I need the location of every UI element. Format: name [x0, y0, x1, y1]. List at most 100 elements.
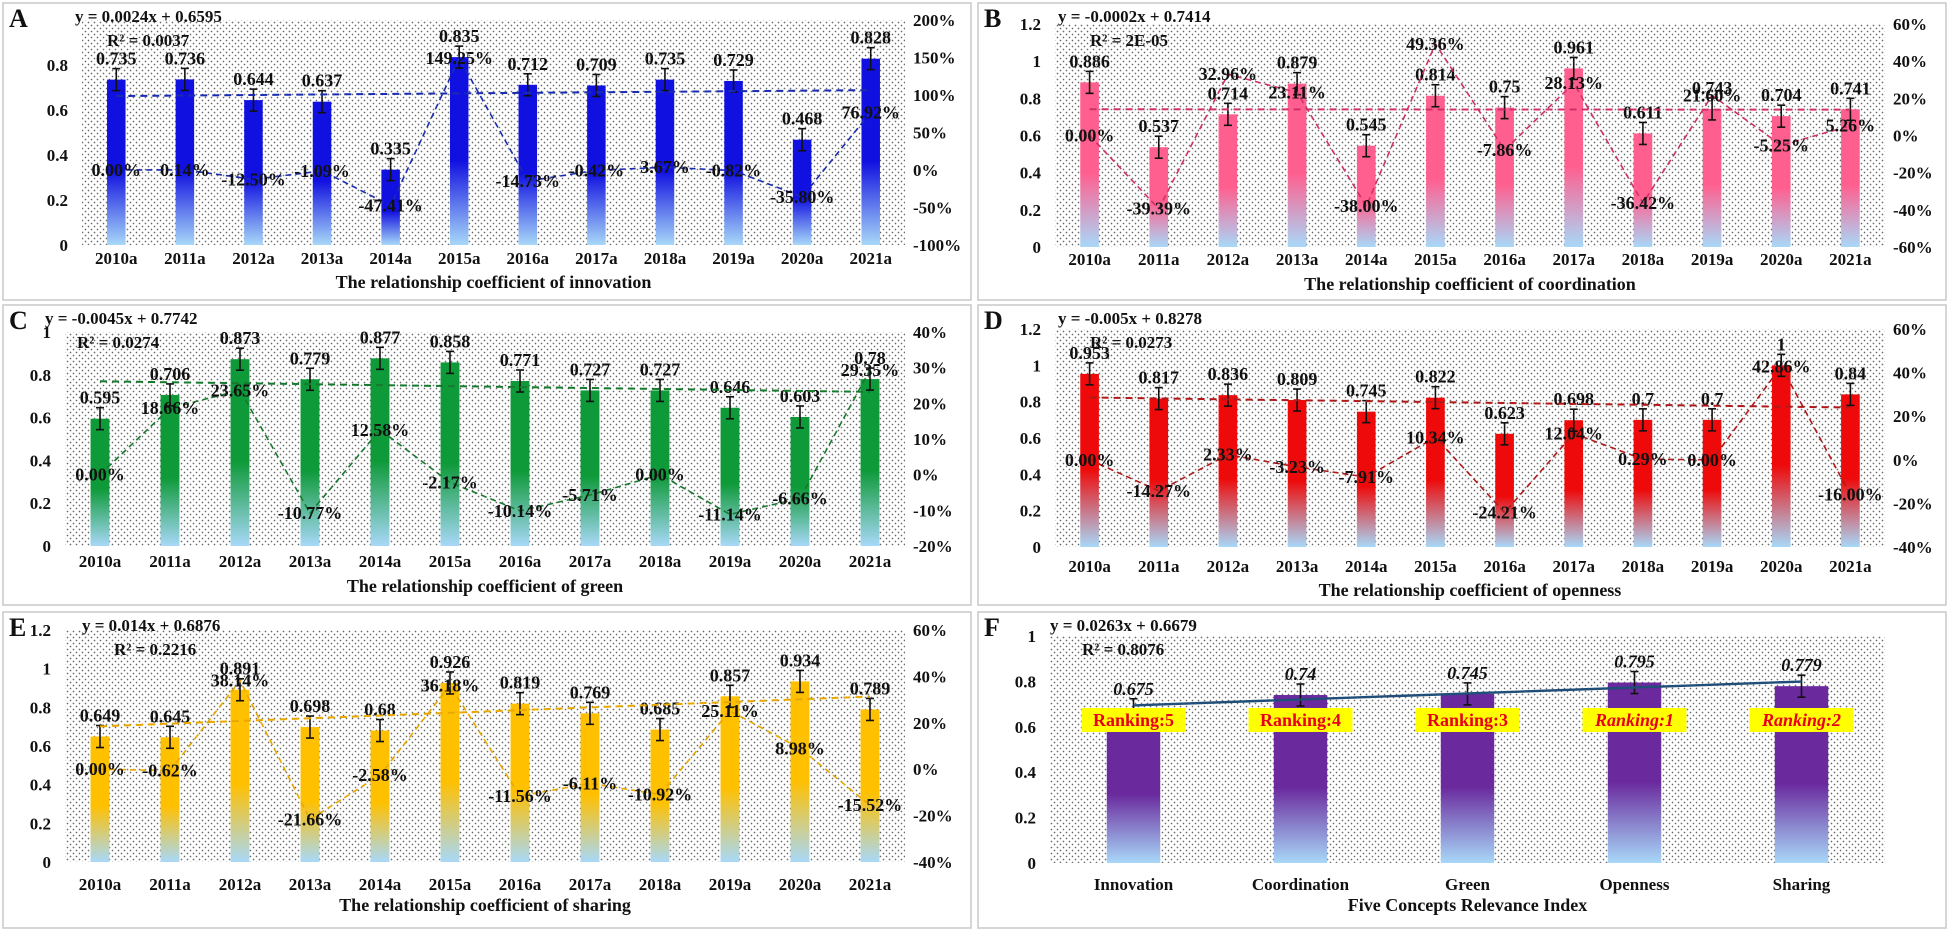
growth-rate-label: 36.18%	[421, 675, 480, 695]
growth-rate-label: 2.33%	[1203, 445, 1253, 465]
y2-tick-label: 0%	[1893, 127, 1919, 146]
x-tick-label: Green	[1445, 875, 1491, 894]
y-tick-label: 1	[1028, 627, 1037, 646]
x-tick-label: 2020a	[781, 249, 824, 268]
y-tick-label: 0.4	[47, 146, 69, 165]
value-label: 0.828	[850, 28, 891, 48]
y-tick-label: 1	[43, 323, 52, 342]
y2-tick-label: 40%	[913, 323, 947, 342]
value-label: 1	[1777, 334, 1786, 354]
panel-letter: C	[9, 306, 28, 335]
value-label: 0.817	[1139, 368, 1180, 388]
growth-rate-label: 25.11%	[701, 701, 759, 721]
growth-rate-label: 0.00%	[1687, 450, 1737, 470]
x-tick-label: 2019a	[709, 552, 752, 571]
value-label: 0.709	[576, 54, 617, 74]
x-tick-label: 2019a	[1691, 250, 1734, 269]
trend-line	[1133, 680, 1802, 707]
growth-rate-label: 32.96%	[1199, 64, 1258, 84]
value-label: 0.84	[1835, 363, 1867, 383]
x-tick-label: 2018a	[639, 875, 682, 894]
y2-tick-label: -50%	[913, 199, 953, 218]
value-label: 0.835	[439, 26, 480, 46]
y2-tick-label: 10%	[913, 430, 947, 449]
value-label: 0.879	[1277, 53, 1318, 73]
y2-tick-label: 50%	[913, 124, 947, 143]
bar	[1080, 82, 1099, 247]
x-tick-label: 2021a	[1829, 250, 1872, 269]
plot-area	[65, 630, 905, 862]
growth-rate-label: -3.23%	[1269, 457, 1325, 477]
growth-rate-label: -5.25%	[1754, 135, 1810, 155]
value-label: 0.858	[430, 331, 471, 351]
bar	[1841, 109, 1860, 247]
x-tick-label: 2018a	[644, 249, 687, 268]
x-tick-label: 2019a	[1691, 557, 1734, 576]
value-label: 0.595	[80, 388, 121, 408]
y-tick-label: 0.6	[1020, 429, 1041, 448]
growth-rate-label: 0.00%	[92, 160, 142, 180]
bar	[160, 394, 180, 546]
y-tick-label: 0.4	[1020, 465, 1042, 484]
x-axis-title: The relationship coefficient of openness	[1319, 580, 1622, 600]
y-tick-label: 0.2	[1020, 502, 1041, 521]
bar	[720, 696, 740, 862]
y-tick-label: 0.8	[47, 56, 68, 75]
bar	[300, 727, 320, 862]
value-label: 0.75	[1489, 77, 1521, 97]
y-tick-label: 0.2	[30, 814, 51, 833]
value-label: 0.873	[220, 328, 261, 348]
bar	[1287, 400, 1307, 547]
value-label: 0.706	[150, 364, 191, 384]
y-tick-label: 0.2	[30, 494, 51, 513]
panel-letter: E	[9, 613, 26, 642]
y-tick-label: 0.2	[1015, 809, 1036, 828]
growth-rate-label: 29.35%	[841, 360, 900, 380]
y2-tick-label: -20%	[1893, 164, 1933, 183]
x-tick-label: 2015a	[1414, 250, 1457, 269]
x-tick-label: 2011a	[164, 249, 206, 268]
bar	[370, 730, 390, 862]
y-tick-label: 0	[43, 853, 52, 872]
value-label: 0.603	[780, 386, 821, 406]
bar	[1356, 411, 1376, 547]
x-tick-label: 2014a	[369, 249, 412, 268]
x-tick-label: 2010a	[95, 249, 138, 268]
bar	[790, 416, 810, 546]
trend-equation: y = 0.0024x + 0.6595	[75, 7, 222, 26]
x-tick-label: 2015a	[429, 875, 472, 894]
growth-rate-label: -38.00%	[1334, 196, 1399, 216]
y2-tick-label: -100%	[913, 236, 961, 255]
r-squared: R² = 2E-05	[1090, 31, 1168, 50]
bar	[1564, 68, 1584, 247]
bar	[1106, 709, 1161, 863]
y-tick-label: 0.6	[1020, 127, 1041, 146]
growth-rate-label: 49.36%	[1406, 34, 1465, 54]
growth-rate-label: -21.66%	[278, 809, 343, 829]
panel-letter: D	[984, 306, 1003, 335]
trend-equation: y = -0.0002x + 0.7414	[1058, 7, 1211, 26]
x-tick-label: 2010a	[1068, 250, 1111, 269]
growth-rate-label: -14.73%	[496, 171, 561, 191]
x-tick-label: Innovation	[1094, 875, 1174, 894]
x-axis-title: The relationship coefficient of coordina…	[1304, 274, 1636, 294]
x-tick-label: 2017a	[569, 552, 612, 571]
growth-rate-label: -10.92%	[628, 785, 693, 805]
x-tick-label: 2013a	[289, 875, 332, 894]
plot-area	[65, 332, 905, 546]
bar	[440, 682, 460, 862]
bar	[1702, 419, 1722, 547]
x-tick-label: 2017a	[575, 249, 618, 268]
x-tick-label: 2011a	[1138, 250, 1180, 269]
y-tick-label: 0.6	[30, 409, 51, 428]
y-tick-label: 0	[1033, 538, 1042, 557]
x-tick-label: 2019a	[709, 875, 752, 894]
y-tick-label: 1.2	[30, 621, 51, 640]
panel-a: 0 0.2 0.4 0.6 0.8 -100% -50% 0% 50% 100% 150% 200% 2…	[2, 2, 972, 301]
growth-rate-label: -35.80%	[770, 187, 835, 207]
bar	[90, 736, 110, 862]
bar	[1218, 114, 1238, 247]
y-tick-label: 0.4	[1015, 763, 1037, 782]
value-label: 0.771	[500, 350, 541, 370]
x-tick-label: 2012a	[219, 552, 262, 571]
